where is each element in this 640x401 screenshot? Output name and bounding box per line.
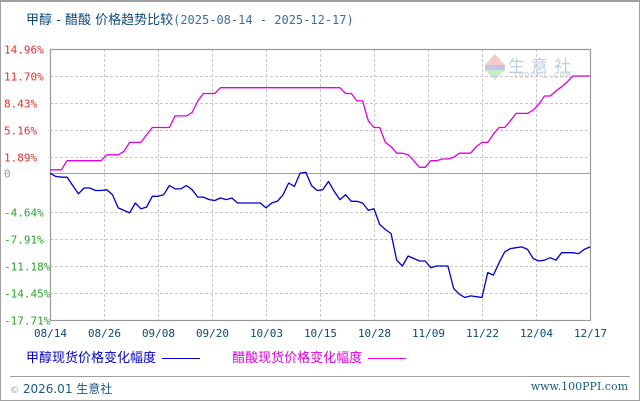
y-tick-label: 5.16% xyxy=(4,125,37,138)
x-tick-label: 11/22 xyxy=(466,327,499,340)
x-tick-label: 12/17 xyxy=(574,327,607,340)
footer-left-text: 2026.01 生意社 xyxy=(22,382,113,396)
x-tick-label: 10/03 xyxy=(250,327,283,340)
y-tick-label: -7.91% xyxy=(4,234,44,247)
x-tick-label: 09/20 xyxy=(196,327,229,340)
x-tick-label: 11/09 xyxy=(412,327,445,340)
x-tick-label: 10/28 xyxy=(358,327,391,340)
y-tick-label: 14.96% xyxy=(4,44,44,57)
x-tick-label: 08/14 xyxy=(34,327,67,340)
plot-area xyxy=(49,48,592,322)
x-tick-label: 12/04 xyxy=(520,327,553,340)
y-tick-label: -11.18% xyxy=(4,261,51,274)
chart-legend: 甲醇现货价格变化幅度 醋酸现货价格变化幅度 xyxy=(26,347,407,366)
legend-methanol-swatch xyxy=(162,358,201,359)
copyright-icon: © xyxy=(10,386,19,396)
line-chart: 14.96% 11.70% 8.43% 5.16% 1.89% 0 -4.64% -7.91%… xyxy=(4,44,607,341)
legend-acetic-acid: 醋酸现货价格变化幅度 xyxy=(232,351,407,366)
ppi-logo-icon xyxy=(485,54,505,80)
x-tick-label: 09/08 xyxy=(142,327,175,340)
watermark-subtext: 100PPI.COM xyxy=(513,71,572,80)
footer-website-link[interactable]: www.100PPI.com xyxy=(530,380,628,393)
methanol-line xyxy=(49,171,591,299)
y-tick-label: 11.70% xyxy=(4,71,44,84)
acetic-acid-line xyxy=(50,75,590,171)
y-tick-label: -4.64% xyxy=(4,207,44,220)
y-tick-label: -17.71% xyxy=(4,315,51,328)
legend-acetic-acid-swatch xyxy=(368,358,407,359)
x-tick-label: 10/15 xyxy=(304,327,337,340)
y-tick-label: 1.89% xyxy=(4,152,37,165)
x-tick-label: 08/26 xyxy=(88,327,121,340)
title-text: 甲醇 - 醋酸 价格趋势比较 xyxy=(26,13,174,28)
date-range: (2025-08-14 - 2025-12-17) xyxy=(173,13,354,27)
watermark: 生意社 100PPI.COM xyxy=(483,52,593,82)
legend-methanol: 甲醇现货价格变化幅度 xyxy=(26,351,201,366)
footer-divider xyxy=(10,376,630,377)
y-tick-label: 8.43% xyxy=(4,98,37,111)
y-tick-label: 0 xyxy=(4,168,11,181)
chart-title: 甲醇 - 醋酸 价格趋势比较(2025-08-14 - 2025-12-17) xyxy=(26,9,354,28)
footer-copyright: © 2026.01 生意社 xyxy=(10,380,112,397)
y-tick-label: -14.45% xyxy=(4,288,51,301)
watermark-text: 生意社 xyxy=(508,57,577,77)
